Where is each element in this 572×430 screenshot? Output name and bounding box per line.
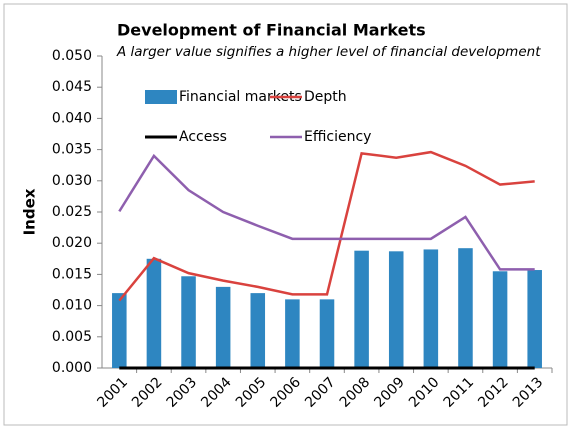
y-axis-label: Index	[21, 188, 39, 235]
y-tick-label: 0.000	[52, 360, 92, 376]
y-tick-label: 0.015	[52, 266, 92, 282]
bar	[319, 299, 335, 368]
legend-label: Efficiency	[304, 129, 371, 145]
y-tick-label: 0.045	[52, 79, 92, 95]
bar	[146, 258, 162, 368]
legend-label: Depth	[304, 89, 347, 105]
bar	[388, 251, 404, 368]
y-tick-label: 0.025	[52, 204, 92, 220]
bar	[354, 250, 369, 368]
y-tick-label: 0.020	[52, 235, 92, 251]
y-tick-label: 0.035	[52, 142, 92, 158]
y-tick-label: 0.040	[52, 110, 92, 126]
y-tick-label: 0.030	[52, 173, 92, 189]
line	[118, 153, 535, 271]
chart-title: Development of Financial Markets	[117, 21, 426, 40]
bar	[285, 299, 300, 368]
legend-swatch	[145, 90, 177, 104]
line	[118, 150, 535, 302]
bar	[527, 270, 542, 368]
bar	[423, 249, 439, 368]
y-tick-label: 0.050	[52, 48, 92, 64]
bar	[492, 271, 508, 368]
legend-label: Financial markets	[179, 89, 302, 105]
chart-subtitle: A larger value signifies a higher level …	[116, 44, 541, 60]
y-tick-label: 0.010	[52, 298, 92, 314]
bar	[181, 276, 196, 368]
bar	[215, 286, 231, 368]
bar	[458, 248, 473, 368]
legend-label: Access	[179, 129, 227, 145]
bar	[112, 293, 127, 368]
bar	[250, 293, 266, 368]
y-tick-label: 0.005	[52, 329, 92, 345]
